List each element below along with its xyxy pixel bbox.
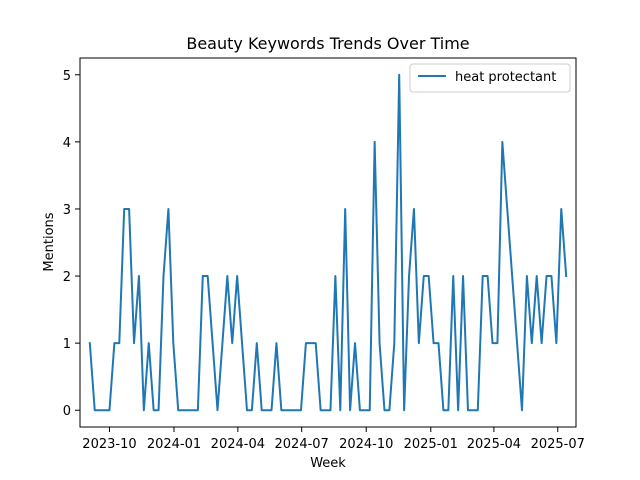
legend: heat protectant xyxy=(409,63,571,93)
plot-frame xyxy=(79,57,577,428)
y-axis: 0 1 2 3 4 5 xyxy=(63,69,80,419)
y-tick-label: 1 xyxy=(63,337,71,352)
chart-title: Beauty Keywords Trends Over Time xyxy=(186,34,469,53)
x-axis-title: Week xyxy=(310,456,346,471)
plot-area xyxy=(88,73,568,412)
x-tick-label: 2025-07 xyxy=(531,437,585,452)
x-tick-label: 2024-10 xyxy=(339,437,393,452)
x-tick-label: 2025-04 xyxy=(467,437,521,452)
y-tick-label: 4 xyxy=(63,136,71,151)
y-tick-label: 3 xyxy=(63,203,71,218)
x-tick-label: 2024-07 xyxy=(275,437,329,452)
x-axis: 2023-10 2024-01 2024-04 2024-07 2024-10 2025-… xyxy=(82,427,585,452)
x-tick-label: 2025-01 xyxy=(404,437,458,452)
x-tick-label: 2023-10 xyxy=(82,437,136,452)
y-tick-label: 2 xyxy=(63,270,71,285)
series-line-heat-protectant xyxy=(88,73,568,412)
legend-label-heat-protectant: heat protectant xyxy=(455,70,556,85)
legend-box xyxy=(409,63,571,93)
x-tick-label: 2024-01 xyxy=(147,437,201,452)
y-tick-label: 0 xyxy=(63,404,71,419)
y-tick-label: 5 xyxy=(63,69,71,84)
y-axis-title: Mentions xyxy=(42,212,57,271)
x-tick-label: 2024-04 xyxy=(211,437,265,452)
